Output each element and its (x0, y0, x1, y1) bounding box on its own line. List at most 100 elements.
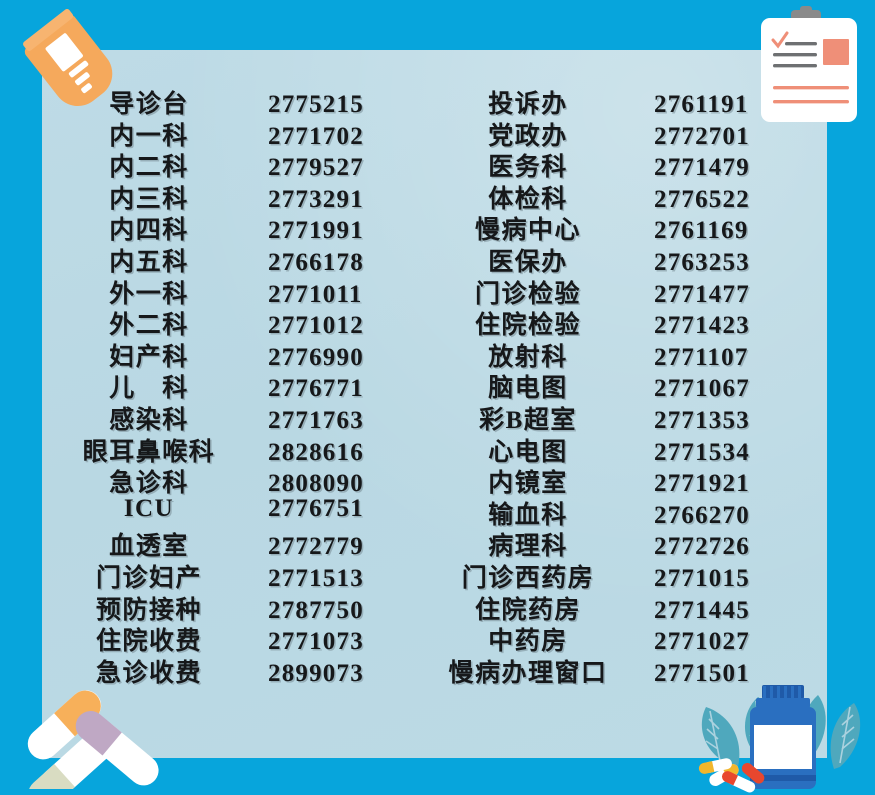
phone-number: 2772726 (654, 533, 750, 561)
phone-number: 2776771 (268, 375, 364, 403)
table-row: 心电图 2771534 (414, 432, 832, 466)
department-label: 住院药房 (474, 596, 581, 624)
department-label: 妇产科 (109, 343, 189, 371)
department-label: 脑电图 (488, 375, 568, 403)
department-label: 体检科 (488, 185, 568, 213)
phone-number: 2772779 (268, 533, 364, 561)
table-row: 脑电图 2771067 (414, 368, 832, 403)
department-label: 急诊收费 (95, 659, 202, 687)
phone-number: 2771353 (654, 406, 750, 434)
department-label: 门诊西药房 (461, 564, 595, 592)
department-label: 急诊科 (109, 470, 189, 498)
table-row: 慢病办理窗口 2771501 (414, 653, 832, 687)
table-row: ICU 2776751 (42, 495, 414, 527)
phone-number: 2899073 (268, 659, 364, 687)
phone-number: 2771921 (654, 470, 750, 498)
department-label: 住院收费 (95, 628, 202, 656)
department-label: 住院检验 (474, 312, 581, 340)
department-label: 门诊检验 (474, 280, 581, 308)
department-label: 儿 科 (109, 375, 189, 403)
table-row: 医保办 2763253 (414, 242, 832, 276)
table-row: 党政办 2772701 (414, 116, 832, 150)
phone-number: 2771702 (268, 122, 364, 150)
phone-number: 2771027 (654, 628, 750, 656)
directory-column-right: 投诉办 2761191 党政办 2772701 医务科 2771479 体检科 2776… (414, 84, 832, 687)
department-label: 放射科 (488, 343, 568, 371)
phone-number: 2771445 (654, 596, 750, 624)
department-label: 彩B超室 (479, 406, 577, 434)
table-row: 投诉办 2761191 (414, 84, 832, 118)
table-row: 内四科 2771991 (42, 210, 414, 245)
department-label: 慢病中心 (474, 217, 581, 245)
content-panel (42, 50, 827, 758)
phone-number: 2771991 (268, 217, 364, 245)
table-row: 内三科 2773291 (42, 179, 414, 213)
department-label: 预防接种 (95, 596, 202, 624)
department-label: 病理科 (488, 533, 568, 561)
phone-number: 2828616 (268, 438, 364, 466)
phone-number: 2771479 (654, 154, 750, 182)
phone-number: 2766270 (654, 501, 750, 529)
department-label: 心电图 (488, 438, 568, 466)
phone-directory: 导诊台 2775215 内一科 2771702 内二科 2779527 内三科 2773… (42, 84, 832, 687)
table-row: 导诊台 2775215 (42, 84, 414, 118)
table-row: 慢病中心 2761169 (414, 210, 832, 245)
table-row: 外一科 2771011 (42, 274, 414, 308)
table-row: 急诊收费 2899073 (42, 653, 414, 687)
department-label: 投诉办 (488, 91, 568, 118)
table-row: 放射科 2771107 (414, 337, 832, 371)
table-row: 体检科 2776522 (414, 179, 832, 213)
phone-number: 2761169 (654, 217, 749, 245)
phone-number: 2808090 (268, 470, 364, 498)
department-label: 医务科 (488, 154, 568, 182)
phone-number: 2761191 (654, 91, 749, 118)
table-row: 门诊检验 2771477 (414, 274, 832, 308)
department-label: ICU (123, 494, 175, 522)
phone-number: 2771011 (268, 280, 363, 308)
table-row: 病理科 2772726 (414, 526, 832, 561)
phone-number: 2771477 (654, 280, 750, 308)
phone-number: 2776751 (268, 494, 364, 522)
table-row: 内一科 2771702 (42, 116, 414, 150)
table-row: 血透室 2772779 (42, 526, 414, 561)
department-label: 内二科 (109, 154, 189, 182)
department-label: 门诊妇产 (95, 564, 202, 592)
department-label: 感染科 (109, 406, 189, 434)
table-row: 外二科 2771012 (42, 305, 414, 339)
department-label: 外一科 (109, 280, 189, 308)
phone-number: 2771015 (654, 564, 750, 592)
phone-number: 2771513 (268, 564, 364, 592)
table-row: 预防接种 2787750 (42, 590, 414, 624)
table-row: 输血科 2766270 (414, 495, 832, 529)
table-row: 医务科 2771479 (414, 147, 832, 182)
phone-number: 2787750 (268, 596, 364, 624)
phone-number: 2775215 (268, 91, 364, 118)
table-row: 住院检验 2771423 (414, 305, 832, 340)
department-label: 导诊台 (109, 91, 189, 118)
department-label: 血透室 (109, 533, 189, 561)
department-label: 外二科 (109, 312, 189, 340)
test-tube-icon (14, 8, 124, 113)
department-label: 党政办 (488, 122, 568, 150)
phone-number: 2776990 (268, 343, 364, 371)
table-row: 妇产科 2776990 (42, 337, 414, 371)
department-label: 内四科 (109, 217, 189, 245)
table-row: 门诊西药房 2771015 (414, 558, 832, 592)
table-row: 急诊科 2808090 (42, 463, 414, 498)
table-row: 眼耳鼻喉科 2828616 (42, 432, 414, 466)
phone-number: 2773291 (268, 185, 364, 213)
clipboard-icon (755, 6, 863, 126)
department-label: 内三科 (109, 185, 189, 213)
table-row: 门诊妇产 2771513 (42, 558, 414, 592)
department-label: 医保办 (488, 248, 568, 276)
phone-number: 2771107 (654, 343, 749, 371)
directory-column-left: 导诊台 2775215 内一科 2771702 内二科 2779527 内三科 2773… (42, 84, 414, 687)
table-row: 住院药房 2771445 (414, 590, 832, 624)
phone-number: 2776522 (654, 185, 750, 213)
department-label: 眼耳鼻喉科 (82, 438, 216, 466)
table-row: 住院收费 2771073 (42, 621, 414, 655)
phone-number: 2771067 (654, 375, 750, 403)
phone-number: 2771423 (654, 312, 750, 340)
department-label: 内一科 (109, 122, 189, 150)
